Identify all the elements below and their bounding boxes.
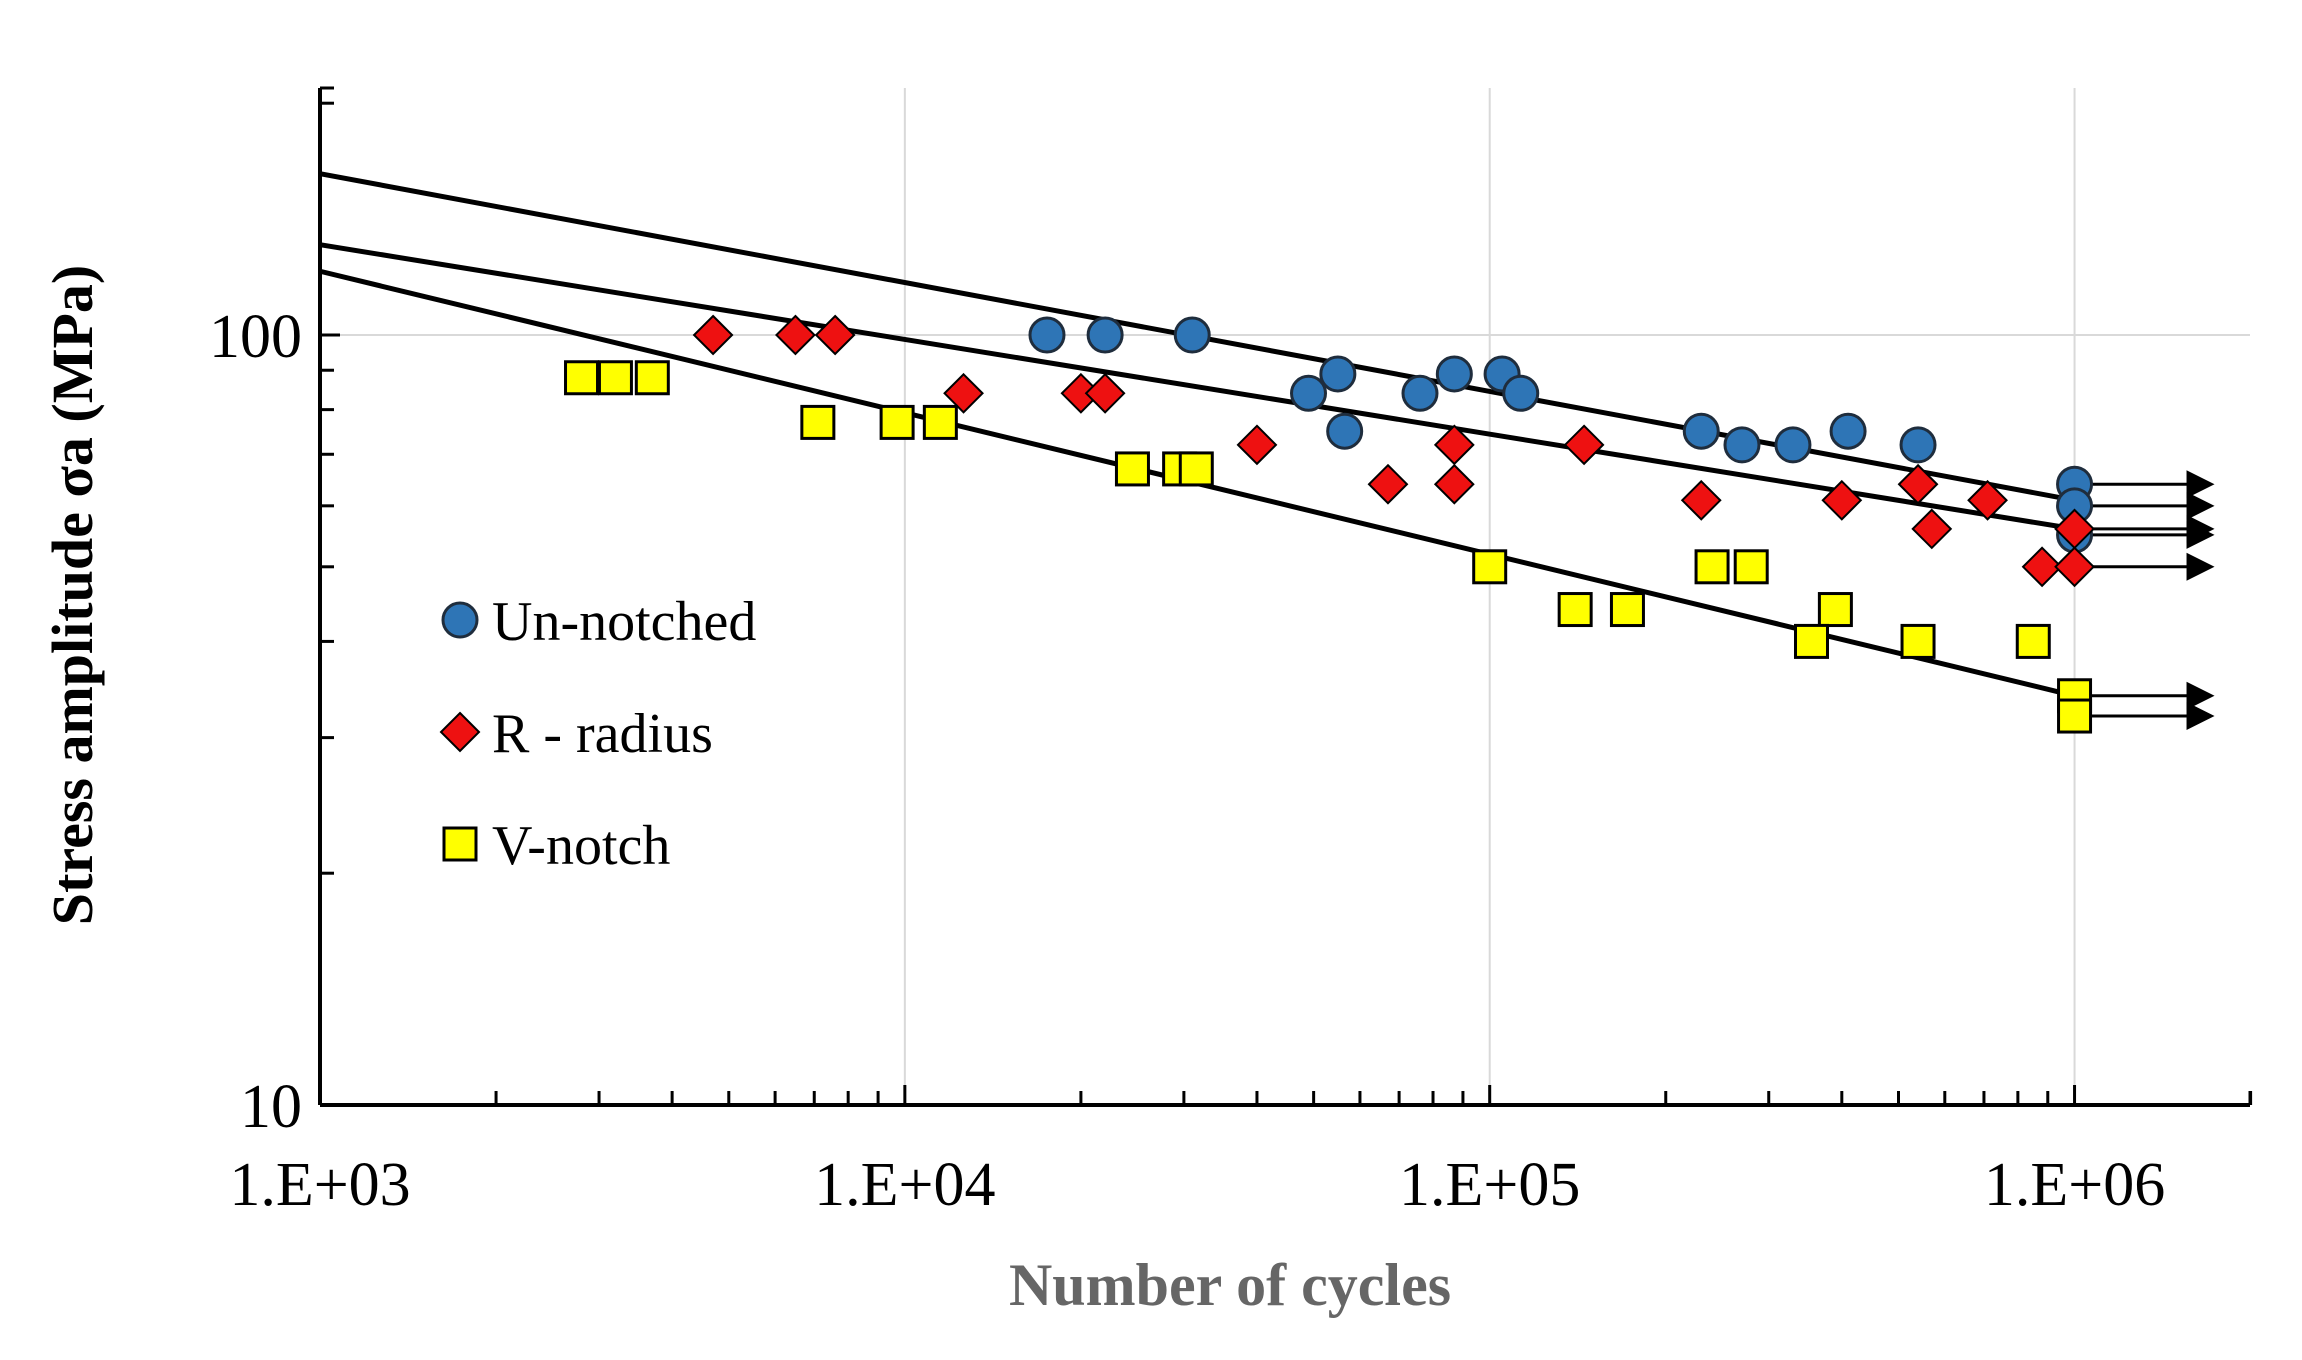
v-notch-point xyxy=(564,360,600,396)
x-axis-title: Number of cycles xyxy=(1009,1252,1451,1318)
runout-arrow-head xyxy=(2186,552,2215,581)
un-notched-point xyxy=(1173,316,1211,354)
r-radius-point xyxy=(1967,479,2008,521)
x-tick-label: 1.E+03 xyxy=(229,1151,410,1219)
r-radius-point xyxy=(943,372,984,414)
un-notched-point xyxy=(1028,316,1066,354)
un-notched-point xyxy=(1682,412,1720,450)
un-notched-point xyxy=(1086,316,1124,354)
v-notch-point xyxy=(1609,592,1645,628)
un-notched-point xyxy=(1319,355,1357,393)
x-tick-label: 1.E+06 xyxy=(1984,1151,2165,1219)
r-radius-point xyxy=(814,314,856,356)
v-notch-point xyxy=(922,404,958,440)
r-radius-point xyxy=(2021,546,2063,588)
r-radius-point xyxy=(1084,372,1126,414)
r-radius-point xyxy=(1433,463,1475,505)
un-notched-point xyxy=(1435,355,1473,393)
v-notch-point xyxy=(1472,549,1508,585)
v-notch-point xyxy=(800,404,836,440)
runout-arrow-head xyxy=(2186,514,2215,543)
un-notched-point xyxy=(1290,374,1328,412)
v-notch-point xyxy=(634,360,670,396)
legend-label: R - radius xyxy=(492,703,713,765)
v-notch-point xyxy=(1694,549,1730,585)
un-notched-point xyxy=(1774,426,1812,464)
tick-labels: 1.E+03 1.E+04 1.E+05 1.E+06 10 100 xyxy=(209,303,2165,1219)
x-tick-label: 1.E+04 xyxy=(814,1151,995,1219)
runout-arrow-head xyxy=(2186,702,2215,731)
v-notch-point xyxy=(879,404,915,440)
y-axis-title: Stress amplitude σa (MPa) xyxy=(40,265,105,925)
fit-line xyxy=(319,242,2075,532)
r-radius-point xyxy=(692,314,734,356)
axes xyxy=(318,86,2253,1107)
v-notch-point xyxy=(1733,549,1769,585)
r-radius-point xyxy=(775,314,816,356)
r-radius-point xyxy=(1367,463,1409,505)
v-notch-point xyxy=(1900,623,1936,659)
x-tick-label: 1.E+05 xyxy=(1399,1151,1580,1219)
r-radius-point xyxy=(1236,424,1278,466)
un-notched-point xyxy=(1401,374,1439,412)
legend-marker xyxy=(442,826,478,862)
v-notch-point xyxy=(1557,592,1593,628)
v-notch-point xyxy=(1178,451,1214,487)
r-radius-point xyxy=(1680,479,1722,521)
runout-arrow-head xyxy=(2186,470,2215,499)
r-radius-point xyxy=(1433,424,1475,466)
legend-marker xyxy=(439,711,481,753)
v-notch-point xyxy=(2015,623,2051,659)
un-notched-point xyxy=(1829,412,1867,450)
runout-arrow-head xyxy=(2186,681,2215,710)
legend-marker xyxy=(441,601,479,639)
legend-label: V-notch xyxy=(492,815,670,877)
r-radius-point xyxy=(1897,463,1939,505)
y-tick-label: 100 xyxy=(209,303,302,371)
runout-arrow-head xyxy=(2186,491,2215,520)
v-notch-point xyxy=(1114,451,1150,487)
un-notched-point xyxy=(1899,426,1937,464)
v-notch-point xyxy=(2057,698,2093,734)
v-notch-point xyxy=(1793,623,1829,659)
r-radius-point xyxy=(1563,424,1605,466)
r-radius-point xyxy=(1911,508,1953,550)
v-notch-point xyxy=(597,360,633,396)
un-notched-point xyxy=(1326,412,1364,450)
data-points xyxy=(564,314,2215,734)
un-notched-point xyxy=(1723,426,1761,464)
r-radius-point xyxy=(1821,479,1863,521)
y-tick-label: 10 xyxy=(240,1073,302,1141)
r-radius-point xyxy=(2054,508,2095,550)
legend-label: Un-notched xyxy=(492,591,756,653)
un-notched-point xyxy=(1502,374,1540,412)
legend: Un-notched R - radius V-notch xyxy=(439,591,756,877)
v-notch-point xyxy=(1817,592,1853,628)
r-radius-point xyxy=(2054,546,2095,588)
grid-lines xyxy=(320,88,2250,1105)
